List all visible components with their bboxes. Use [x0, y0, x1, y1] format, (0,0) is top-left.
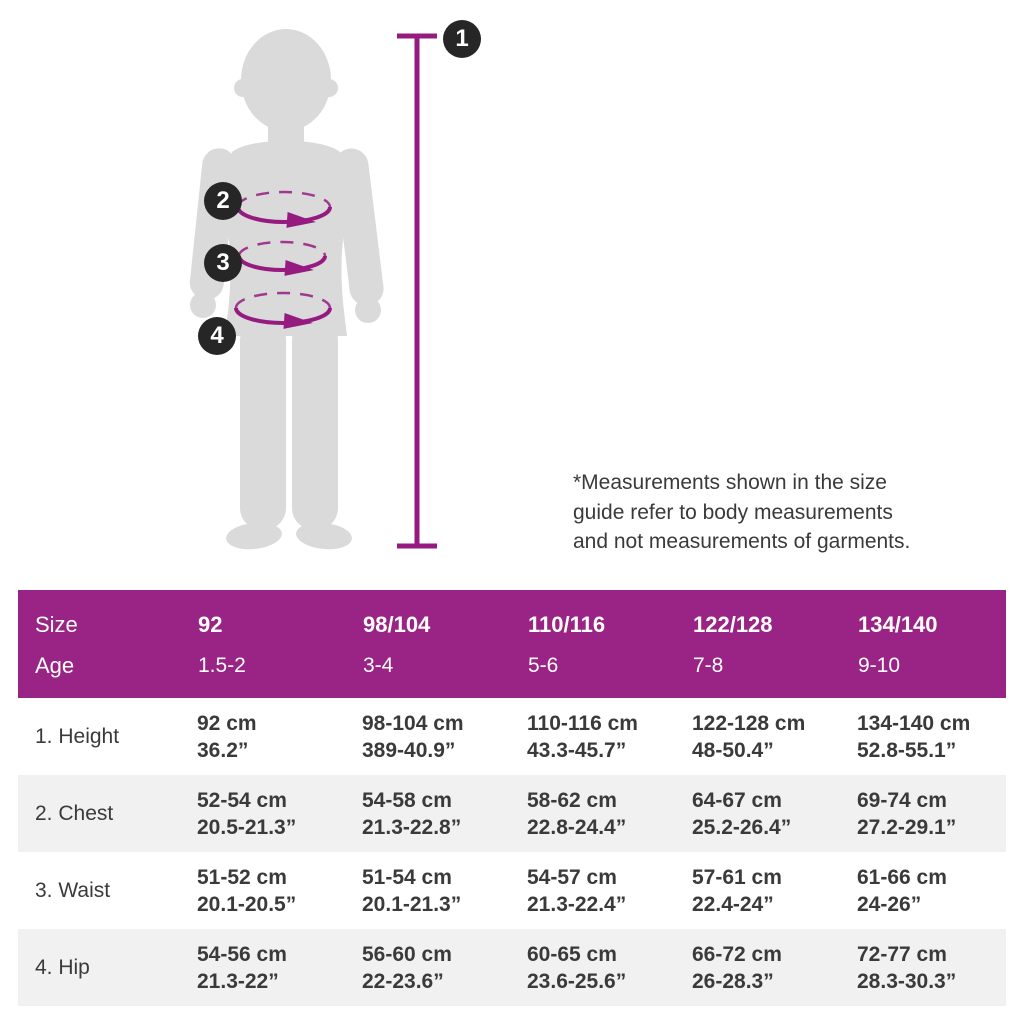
inch-value: 36.2”: [197, 738, 249, 762]
table-row-waist: 3. Waist 51-52 cm 20.1-20.5” 51-54 cm 20…: [18, 852, 1006, 929]
size-col-header: 98/104: [363, 611, 431, 637]
age-col-value: 1.5-2: [198, 653, 246, 677]
cm-value: 58-62 cm: [527, 788, 617, 812]
table-row-chest: 2. Chest 52-54 cm 20.5-21.3” 54-58 cm 21…: [18, 775, 1006, 852]
cm-value: 54-57 cm: [527, 865, 617, 889]
table-row-hip: 4. Hip 54-56 cm 21.3-22” 56-60 cm 22-23.…: [18, 929, 1006, 1006]
inch-value: 20.1-21.3”: [362, 892, 462, 916]
cm-value: 66-72 cm: [692, 942, 782, 966]
hip-badge: 4: [198, 317, 236, 355]
inch-value: 27.2-29.1”: [857, 815, 957, 839]
row-label: 4. Hip: [35, 955, 90, 979]
row-label: 3. Waist: [35, 878, 111, 902]
cm-value: 51-54 cm: [362, 865, 452, 889]
age-col-value: 5-6: [528, 653, 559, 677]
row-label: 2. Chest: [35, 801, 114, 825]
table-cell: 57-61 cm 22.4-24”: [676, 864, 841, 918]
waist-measure-ellipse: [237, 240, 327, 276]
cm-value: 64-67 cm: [692, 788, 782, 812]
cm-value: 54-58 cm: [362, 788, 452, 812]
cm-value: 110-116 cm: [527, 711, 638, 735]
cm-value: 72-77 cm: [857, 942, 947, 966]
inch-value: 21.3-22.8”: [362, 815, 462, 839]
height-badge: 1: [443, 20, 481, 58]
measurement-note-line: and not measurements of garments.: [573, 530, 911, 553]
height-measure-line: [397, 33, 437, 549]
inch-value: 23.6-25.6”: [527, 969, 627, 993]
table-cell: 51-54 cm 20.1-21.3”: [346, 864, 511, 918]
size-col-header: 134/140: [858, 611, 938, 637]
inch-value: 48-50.4”: [692, 738, 774, 762]
inch-value: 22-23.6”: [362, 969, 444, 993]
inch-value: 21.3-22.4”: [527, 892, 627, 916]
table-cell: 72-77 cm 28.3-30.3”: [841, 941, 1006, 995]
inch-value: 25.2-26.4”: [692, 815, 792, 839]
table-cell: 122-128 cm 48-50.4”: [676, 710, 841, 764]
age-row-label: Age: [35, 652, 75, 678]
cm-value: 69-74 cm: [857, 788, 947, 812]
age-col-value: 3-4: [363, 653, 394, 677]
inch-value: 21.3-22”: [197, 969, 279, 993]
chest-measure-ellipse: [236, 190, 332, 228]
measurement-note-line: *Measurements shown in the size: [573, 471, 887, 494]
table-cell: 64-67 cm 25.2-26.4”: [676, 787, 841, 841]
inch-value: 43.3-45.7”: [527, 738, 627, 762]
table-cell: 134-140 cm 52.8-55.1”: [841, 710, 1006, 764]
cm-value: 98-104 cm: [362, 711, 464, 735]
table-cell: 58-62 cm 22.8-24.4”: [511, 787, 676, 841]
table-row-height: 1. Height 92 cm 36.2” 98-104 cm 389-40.9…: [18, 698, 1006, 775]
age-header-row: Age 1.5-2 3-4 5-6 7-8 9-10: [18, 653, 1006, 679]
cm-value: 51-52 cm: [197, 865, 287, 889]
child-silhouette: [189, 29, 384, 550]
size-table: Size 92 98/104 110/116 122/128 134/140 A…: [18, 590, 1006, 1006]
inch-value: 24-26”: [857, 892, 922, 916]
cm-value: 57-61 cm: [692, 865, 782, 889]
measurement-note-line: guide refer to body measurements: [573, 500, 893, 524]
table-cell: 98-104 cm 389-40.9”: [346, 710, 511, 764]
inch-value: 22.8-24.4”: [527, 815, 627, 839]
row-label: 1. Height: [35, 724, 120, 748]
table-cell: 51-52 cm 20.1-20.5”: [181, 864, 346, 918]
table-cell: 61-66 cm 24-26”: [841, 864, 1006, 918]
measurement-note: *Measurements shown in the size guide re…: [573, 468, 973, 557]
table-cell: 60-65 cm 23.6-25.6”: [511, 941, 676, 995]
table-cell: 54-57 cm 21.3-22.4”: [511, 864, 676, 918]
inch-value: 389-40.9”: [362, 738, 456, 762]
cm-value: 52-54 cm: [197, 788, 287, 812]
table-cell: 54-56 cm 21.3-22”: [181, 941, 346, 995]
table-cell: 66-72 cm 26-28.3”: [676, 941, 841, 995]
cm-value: 60-65 cm: [527, 942, 617, 966]
table-cell: 69-74 cm 27.2-29.1”: [841, 787, 1006, 841]
size-row-label: Size: [35, 611, 78, 637]
size-col-header: 110/116: [528, 611, 606, 637]
cm-value: 56-60 cm: [362, 942, 452, 966]
cm-value: 54-56 cm: [197, 942, 287, 966]
cm-value: 134-140 cm: [857, 711, 971, 735]
size-table-header: Size 92 98/104 110/116 122/128 134/140 A…: [18, 590, 1006, 698]
table-cell: 56-60 cm 22-23.6”: [346, 941, 511, 995]
size-header-row: Size 92 98/104 110/116 122/128 134/140: [18, 612, 1006, 638]
inch-value: 52.8-55.1”: [857, 738, 957, 762]
age-col-value: 7-8: [693, 653, 724, 677]
child-silhouette-illustration: [189, 29, 437, 550]
cm-value: 61-66 cm: [857, 865, 947, 889]
size-col-header: 122/128: [693, 611, 773, 637]
size-col-header: 92: [198, 611, 223, 637]
table-cell: 92 cm 36.2”: [181, 710, 346, 764]
cm-value: 92 cm: [197, 711, 257, 735]
waist-badge: 3: [204, 244, 242, 282]
age-col-value: 9-10: [858, 653, 901, 677]
inch-value: 20.5-21.3”: [197, 815, 297, 839]
cm-value: 122-128 cm: [692, 711, 806, 735]
inch-value: 22.4-24”: [692, 892, 774, 916]
inch-value: 28.3-30.3”: [857, 969, 957, 993]
chest-badge: 2: [204, 182, 242, 220]
table-cell: 110-116 cm 43.3-45.7”: [511, 710, 676, 764]
inch-value: 26-28.3”: [692, 969, 774, 993]
table-cell: 54-58 cm 21.3-22.8”: [346, 787, 511, 841]
table-cell: 52-54 cm 20.5-21.3”: [181, 787, 346, 841]
hip-measure-ellipse: [234, 291, 332, 329]
inch-value: 20.1-20.5”: [197, 892, 297, 916]
